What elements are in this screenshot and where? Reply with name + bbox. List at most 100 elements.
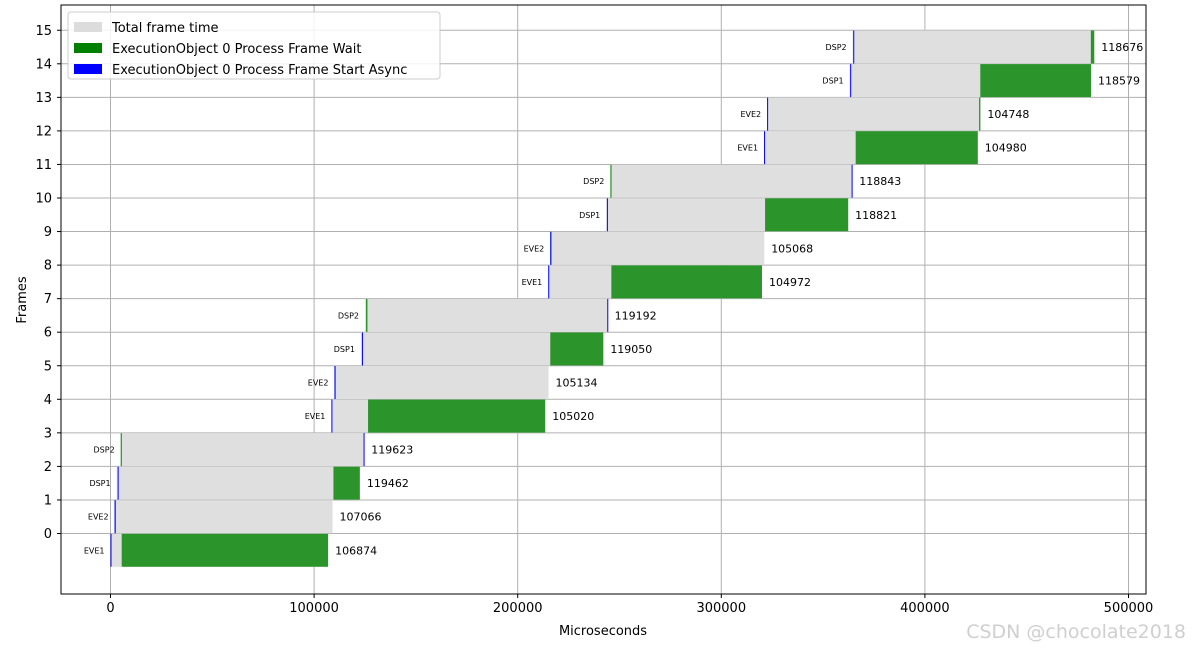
start-async-mark [548, 265, 550, 299]
total-frame-bar [550, 231, 765, 265]
frame-time-label: 119462 [367, 477, 409, 490]
device-label: DSP1 [822, 77, 843, 86]
total-frame-bar [610, 164, 853, 198]
total-frame-bar [120, 433, 365, 467]
legend-label: ExecutionObject 0 Process Frame Start As… [112, 63, 407, 78]
x-tick-label: 100000 [289, 601, 339, 616]
total-frame-bar [116, 466, 360, 500]
device-label: EVE1 [737, 144, 758, 153]
start-async-mark [363, 433, 365, 467]
start-async-mark [361, 332, 363, 366]
frame-time-label: 105068 [771, 242, 813, 255]
grid [61, 5, 1146, 594]
watermark: CSDN @chocolate2018 [966, 621, 1186, 643]
device-label: DSP1 [334, 345, 355, 354]
total-frame-bar [334, 366, 549, 400]
device-label: EVE1 [84, 546, 105, 555]
frame-time-label: 106874 [335, 544, 377, 557]
y-tick-label: 4 [44, 393, 52, 408]
device-label: EVE2 [524, 244, 545, 253]
process-wait-bar [610, 164, 612, 198]
y-tick-label: 14 [35, 57, 52, 72]
start-async-mark [117, 466, 119, 500]
process-wait-bar [120, 433, 122, 467]
process-wait-bar [765, 198, 849, 232]
process-wait-bar [855, 131, 978, 165]
process-wait-bar [979, 97, 981, 131]
start-async-mark [334, 366, 336, 400]
y-tick-label: 12 [35, 124, 52, 139]
process-wait-bar [980, 64, 1091, 98]
total-frame-bar [852, 30, 1095, 64]
x-tick-label: 300000 [696, 601, 746, 616]
y-tick-label: 13 [35, 91, 52, 106]
process-wait-bar [121, 533, 329, 567]
y-tick-label: 0 [44, 527, 52, 542]
frame-time-label: 118821 [855, 209, 897, 222]
frame-time-label: 119623 [371, 444, 413, 457]
y-tick-label: 11 [35, 158, 52, 173]
start-async-mark [331, 399, 333, 433]
start-async-mark [767, 97, 769, 131]
device-label: EVE2 [740, 110, 761, 119]
legend-box [67, 11, 441, 80]
total-frame-bar [365, 298, 608, 332]
process-wait-bar [550, 332, 604, 366]
frame-time-label: 119050 [610, 343, 652, 356]
device-label: EVE2 [308, 379, 329, 388]
x-axis-label: Microseconds [559, 624, 647, 639]
frame-time-label: 104980 [985, 142, 1027, 155]
frame-time-label: 105020 [552, 410, 594, 423]
frame-time-label: 118676 [1101, 41, 1143, 54]
frame-time-label: 104748 [987, 108, 1029, 121]
y-tick-label: 15 [35, 24, 52, 39]
start-async-mark [606, 198, 608, 232]
y-tick-label: 2 [44, 460, 52, 475]
x-tick-label: 500000 [1104, 601, 1154, 616]
device-label: DSP1 [579, 211, 600, 220]
total-frame-bar [114, 500, 333, 534]
device-label: DSP1 [89, 479, 110, 488]
device-label: EVE1 [522, 278, 543, 287]
process-wait-bar [368, 399, 546, 433]
device-label: DSP2 [583, 177, 604, 186]
x-tick-label: 400000 [900, 601, 950, 616]
process-wait-bar [333, 466, 360, 500]
start-async-mark [550, 231, 552, 265]
y-tick-label: 5 [44, 359, 52, 374]
legend-swatch [74, 22, 102, 32]
legend-label: ExecutionObject 0 Process Frame Wait [112, 42, 361, 57]
legend-swatch [74, 43, 102, 53]
plot-frame [60, 4, 1147, 595]
start-async-mark [110, 533, 112, 567]
process-wait-bar [611, 265, 762, 299]
y-axis-label: Frames [15, 276, 30, 324]
y-tick-label: 3 [44, 426, 52, 441]
frame-time-label: 118579 [1098, 75, 1140, 88]
y-tick-label: 6 [44, 326, 52, 341]
total-frame-bar [767, 97, 981, 131]
frame-time-label: 104972 [769, 276, 811, 289]
frame-time-label: 118843 [859, 175, 901, 188]
x-tick-label: 200000 [493, 601, 543, 616]
legend-swatch [74, 64, 102, 74]
start-async-mark [851, 164, 853, 198]
y-tick-label: 9 [44, 225, 52, 240]
y-tick-label: 8 [44, 259, 52, 274]
start-async-mark [764, 131, 766, 165]
start-async-mark [853, 30, 855, 64]
bars: EVE1 106874 EVE2 107066 DSP1 119462 DSP2 119623… [84, 30, 1143, 567]
process-wait-bar [366, 298, 368, 332]
start-async-mark [607, 298, 609, 332]
device-label: EVE1 [305, 412, 326, 421]
y-tick-label: 7 [44, 292, 52, 307]
process-wait-bar [1090, 30, 1095, 64]
device-label: DSP2 [338, 311, 359, 320]
device-label: DSP2 [825, 43, 846, 52]
x-tick-label: 0 [106, 601, 114, 616]
y-tick-label: 1 [44, 493, 52, 508]
legend-label: Total frame time [111, 21, 219, 36]
frame-time-label: 105134 [556, 377, 598, 390]
frame-time-label: 107066 [340, 511, 382, 524]
